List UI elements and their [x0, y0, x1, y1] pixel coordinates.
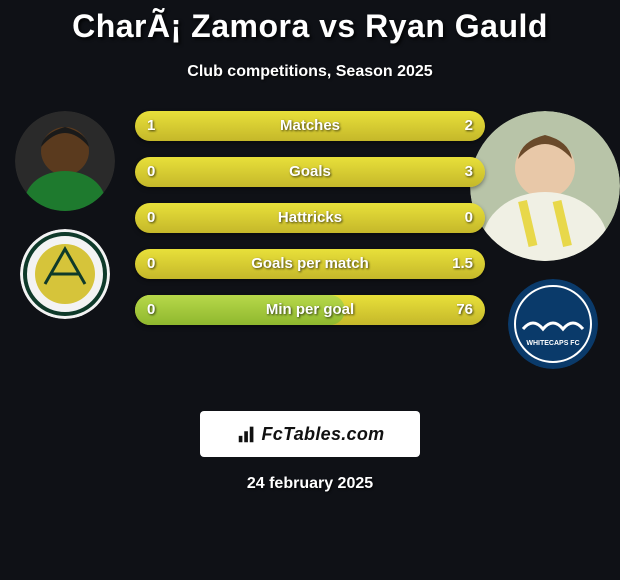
stat-row: 0Goals per match1.5 [135, 249, 485, 279]
stat-right-value: 2 [465, 111, 473, 141]
stat-label: Goals [135, 157, 485, 187]
stat-row: 0Goals3 [135, 157, 485, 187]
stat-label: Goals per match [135, 249, 485, 279]
right-club-logo: WHITECAPS FC [508, 279, 598, 369]
stat-bars: 1Matches20Goals30Hattricks00Goals per ma… [135, 111, 485, 341]
watermark-text: FcTables.com [262, 424, 385, 445]
stat-right-value: 1.5 [452, 249, 473, 279]
svg-text:WHITECAPS FC: WHITECAPS FC [526, 340, 579, 347]
watermark-badge: FcTables.com [200, 411, 420, 457]
comparison-date: 24 february 2025 [0, 475, 620, 493]
stat-right-value: 0 [465, 203, 473, 233]
right-player-column: WHITECAPS FC [500, 111, 610, 369]
left-player-photo [15, 111, 115, 211]
stat-label: Min per goal [135, 295, 485, 325]
stat-right-value: 76 [456, 295, 473, 325]
left-club-logo [20, 229, 110, 319]
left-player-column [10, 111, 120, 319]
stat-row: 0Min per goal76 [135, 295, 485, 325]
right-player-photo [470, 111, 620, 261]
stat-right-value: 3 [465, 157, 473, 187]
comparison-content: WHITECAPS FC 1Matches20Goals30Hattricks0… [0, 111, 620, 381]
stat-row: 0Hattricks0 [135, 203, 485, 233]
subtitle: Club competitions, Season 2025 [0, 63, 620, 81]
stat-label: Matches [135, 111, 485, 141]
stat-row: 1Matches2 [135, 111, 485, 141]
stat-label: Hattricks [135, 203, 485, 233]
chart-icon [236, 423, 258, 445]
page-title: CharÃ¡ Zamora vs Ryan Gauld [0, 0, 620, 45]
